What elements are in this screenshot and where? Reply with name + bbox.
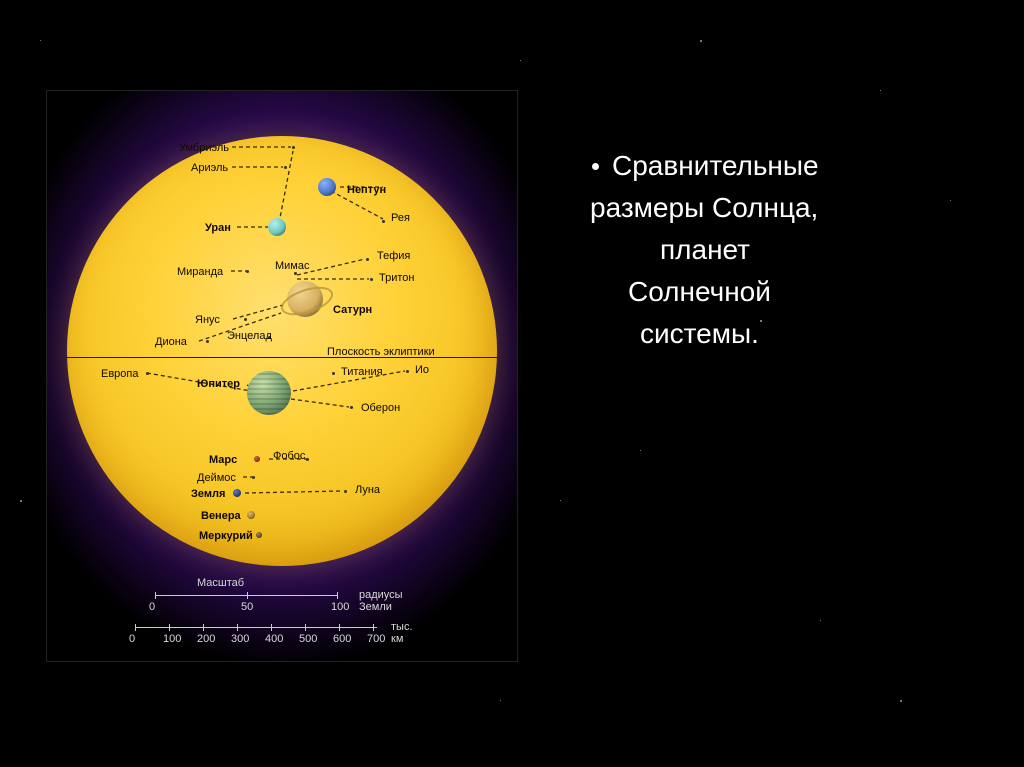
moon-Умбриэль	[292, 146, 295, 149]
planet-label: Нептун	[347, 185, 386, 196]
bullet-line: размеры Солнца,	[590, 190, 818, 225]
planet-label: Меркурий	[199, 531, 253, 542]
planet-Юпитер	[247, 371, 291, 415]
scale-title: Масштаб	[197, 577, 244, 589]
moon-label: Луна	[355, 485, 380, 496]
moon-Фобос	[306, 458, 309, 461]
moon-label: Умбриэль	[179, 143, 229, 154]
planet-Марс	[254, 456, 260, 462]
scale-tick	[135, 624, 136, 631]
scale-tick	[169, 624, 170, 631]
planet-Уран	[268, 218, 286, 236]
moon-Янус	[244, 318, 247, 321]
bullet-line: Сравнительные	[612, 148, 819, 183]
planet-label: Юпитер	[197, 379, 240, 390]
scale-tick	[373, 624, 374, 631]
moon-label: Диона	[155, 337, 187, 348]
ecliptic-label: Плоскость эклиптики	[327, 347, 435, 358]
moon-Луна	[344, 490, 347, 493]
bullet-line: планет	[660, 232, 750, 267]
scale-tick-label: 0	[129, 633, 135, 645]
planet-Нептун	[318, 178, 336, 196]
diagram-panel: Плоскость эклиптики Нептун Уран Сатурн Юпит…	[46, 90, 518, 662]
moon-label: Миранда	[177, 267, 223, 278]
bullet-line: Солнечной	[628, 274, 771, 309]
scale-tick-label: 600	[333, 633, 351, 645]
moon-Европа	[146, 372, 149, 375]
scale-tick	[237, 624, 238, 631]
planet-label: Земля	[191, 489, 225, 500]
moon-label: Оберон	[361, 403, 400, 414]
stage: Сравнительные размеры Солнца, планет Солнеч…	[0, 0, 1024, 767]
scale-tick-label: 200	[197, 633, 215, 645]
moon-Миранда	[246, 270, 249, 273]
planet-label: Марс	[209, 455, 237, 466]
scale-unit: тыс. км	[391, 621, 413, 645]
scale-tick	[271, 624, 272, 631]
moon-Деймос	[252, 476, 255, 479]
moon-label: Мимас	[275, 261, 310, 272]
scale-tick	[155, 592, 156, 599]
moon-label: Титания	[341, 367, 383, 378]
scale-tick	[203, 624, 204, 631]
moon-label: Европа	[101, 369, 139, 380]
moon-Диона	[206, 340, 209, 343]
scale-tick-label: 100	[331, 601, 349, 613]
scale-tick	[305, 624, 306, 631]
scale-tick	[337, 592, 338, 599]
planet-Меркурий	[256, 532, 262, 538]
moon-Тритон	[370, 278, 373, 281]
scale-tick-label: 300	[231, 633, 249, 645]
scale-tick-label: 500	[299, 633, 317, 645]
bullet-line: системы.	[640, 316, 759, 351]
planet-label: Венера	[201, 511, 241, 522]
moon-label: Тритон	[379, 273, 414, 284]
moon-Ариэль	[284, 166, 287, 169]
scale-bar	[155, 595, 337, 596]
bullet-dot	[592, 163, 599, 170]
scale-unit: радиусы Земли	[359, 589, 403, 613]
scale-tick-label: 0	[149, 601, 155, 613]
scale-tick	[247, 592, 248, 599]
scale-tick-label: 50	[241, 601, 253, 613]
moon-label: Ио	[415, 365, 429, 376]
scale-tick	[339, 624, 340, 631]
scale-tick-label: 700	[367, 633, 385, 645]
moon-label: Ариэль	[191, 163, 228, 174]
moon-label: Янус	[195, 315, 220, 326]
planet-Венера	[247, 511, 255, 519]
moon-label: Деймос	[197, 473, 236, 484]
moon-Титания	[332, 372, 335, 375]
planet-label: Уран	[205, 223, 231, 234]
planet-label: Сатурн	[333, 305, 372, 316]
moon-label: Тефия	[377, 251, 410, 262]
planet-Земля	[233, 489, 241, 497]
moon-label: Рея	[391, 213, 410, 224]
scale-tick-label: 100	[163, 633, 181, 645]
scale-tick-label: 400	[265, 633, 283, 645]
moon-Оберон	[350, 406, 353, 409]
moon-label: Энцелад	[227, 331, 272, 342]
moon-label: Фобос	[273, 451, 305, 462]
scale-bar	[135, 627, 377, 628]
moon-Тефия	[366, 258, 369, 261]
moon-Ио	[406, 370, 409, 373]
moon-Рея	[382, 220, 385, 223]
